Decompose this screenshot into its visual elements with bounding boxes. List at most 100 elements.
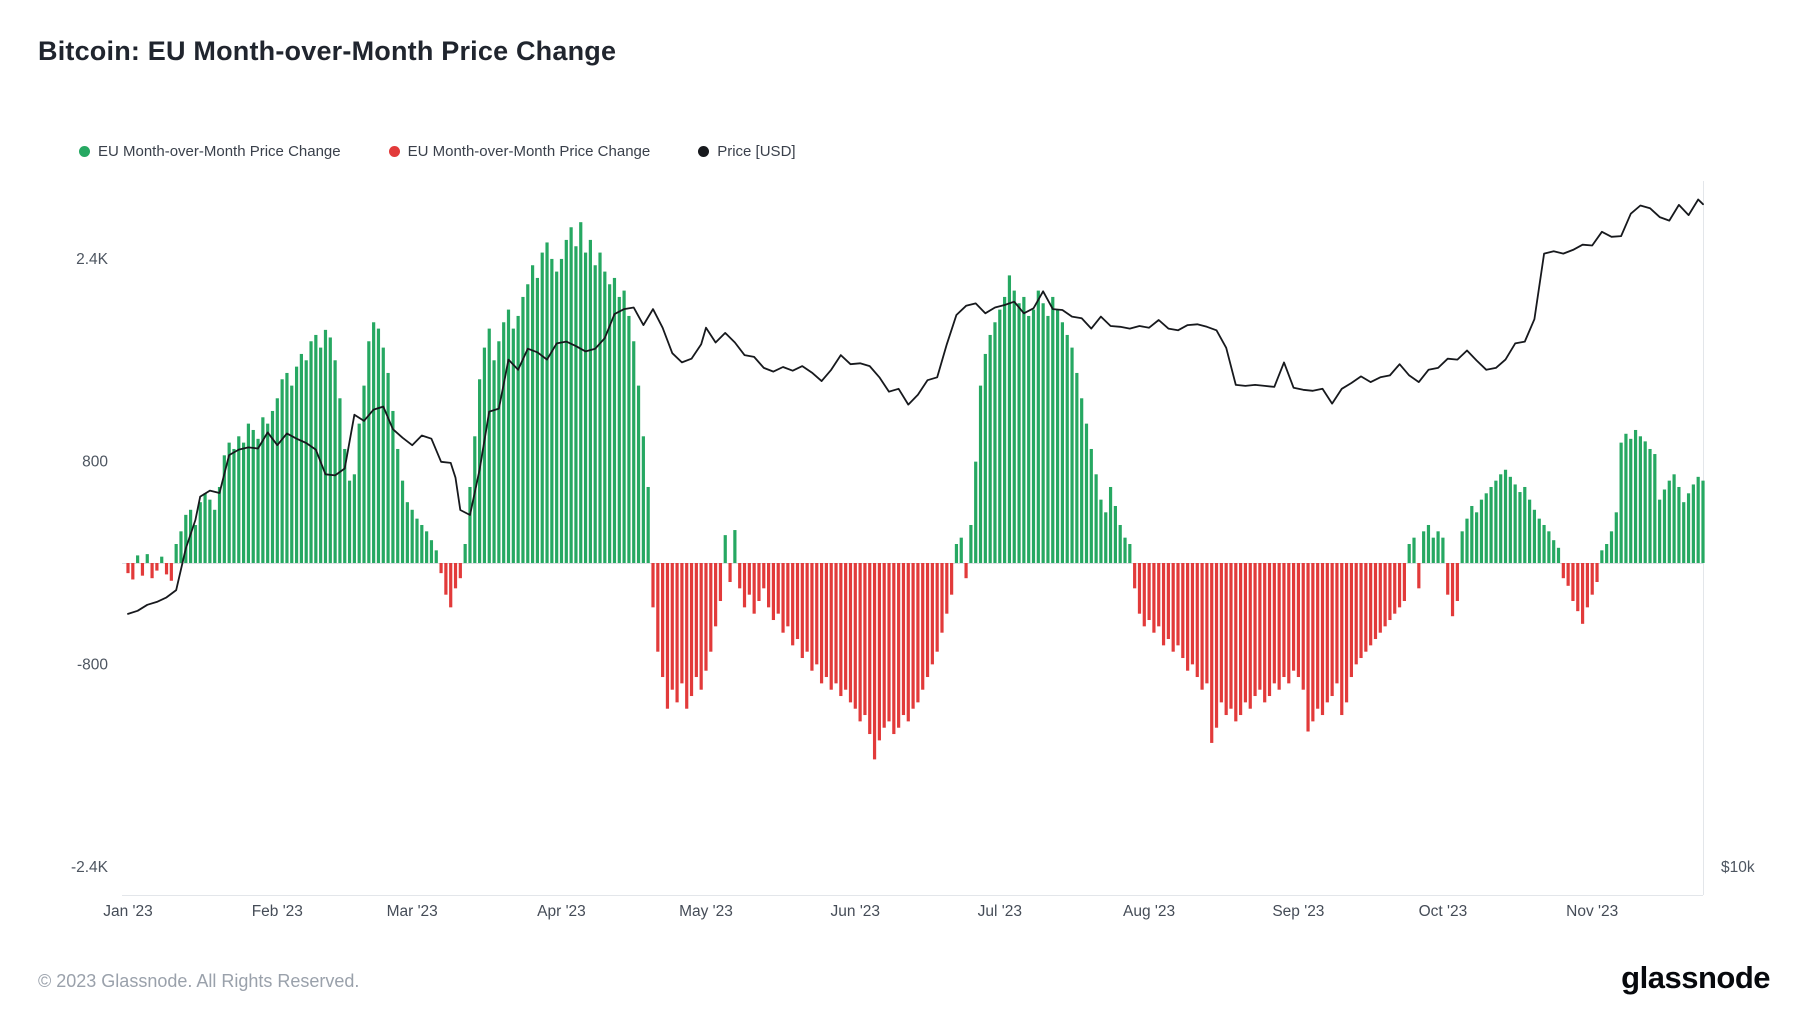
mom-bar bbox=[526, 284, 530, 563]
copyright-text: © 2023 Glassnode. All Rights Reserved. bbox=[38, 971, 360, 991]
mom-bar bbox=[1239, 563, 1243, 716]
mom-bar bbox=[179, 531, 183, 564]
mom-bar bbox=[1465, 518, 1469, 563]
mom-bar bbox=[506, 309, 511, 563]
mom-bar bbox=[583, 252, 588, 563]
mom-bar bbox=[1311, 563, 1315, 722]
mom-bar bbox=[1166, 563, 1170, 640]
mom-bar bbox=[1142, 563, 1146, 627]
mom-bar bbox=[1108, 486, 1113, 563]
mom-bar bbox=[1176, 563, 1180, 646]
mom-bar bbox=[564, 239, 568, 563]
mom-bar bbox=[1701, 480, 1705, 563]
mom-bar bbox=[1672, 474, 1676, 563]
mom-bar bbox=[824, 563, 828, 678]
mom-bar bbox=[1104, 512, 1108, 563]
mom-bar bbox=[1084, 423, 1089, 563]
mom-bar bbox=[829, 563, 833, 690]
mom-bar bbox=[868, 563, 872, 735]
mom-bar bbox=[1590, 563, 1594, 595]
mom-bar bbox=[1378, 563, 1382, 633]
mom-bar bbox=[1576, 563, 1580, 612]
mom-bar bbox=[497, 341, 501, 563]
mom-bar bbox=[1682, 502, 1686, 563]
mom-bar bbox=[815, 563, 819, 665]
mom-bar bbox=[1633, 429, 1638, 563]
mom-bar bbox=[1214, 563, 1219, 728]
mom-bar bbox=[1571, 563, 1575, 602]
mom-bar bbox=[275, 398, 279, 563]
mom-bar bbox=[1364, 563, 1368, 652]
mom-bar bbox=[574, 246, 578, 563]
mom-bar bbox=[1263, 563, 1267, 703]
mom-bar bbox=[805, 563, 809, 652]
mom-bar bbox=[1566, 563, 1570, 586]
mom-bar bbox=[940, 563, 944, 633]
mom-bar bbox=[993, 322, 997, 563]
mom-bar bbox=[347, 480, 352, 563]
mom-bar bbox=[1186, 563, 1190, 671]
mom-bar bbox=[1518, 492, 1522, 563]
mom-bar bbox=[1605, 544, 1609, 564]
chart-title: Bitcoin: EU Month-over-Month Price Chang… bbox=[38, 36, 617, 66]
mom-bar bbox=[1070, 347, 1074, 563]
mom-bar bbox=[463, 544, 467, 564]
mom-bar bbox=[285, 372, 289, 563]
mom-bar bbox=[1402, 563, 1406, 602]
legend-item-price-usd[interactable]: Price [USD] bbox=[698, 143, 796, 160]
legend-item-mom-negative[interactable]: EU Month-over-Month Price Change bbox=[388, 143, 650, 160]
mom-bar bbox=[1200, 563, 1204, 690]
mom-bar bbox=[1422, 531, 1426, 564]
mom-bar bbox=[781, 563, 785, 633]
mom-bar bbox=[1484, 493, 1488, 563]
mom-bar bbox=[1258, 563, 1262, 690]
mom-bar bbox=[1089, 448, 1093, 563]
mom-bar bbox=[892, 563, 896, 735]
mom-bar bbox=[1133, 563, 1137, 589]
mom-bar bbox=[1055, 309, 1060, 563]
mom-bar bbox=[680, 563, 684, 684]
mom-bar bbox=[974, 461, 978, 563]
mom-bar bbox=[198, 502, 202, 563]
mom-bar bbox=[1450, 563, 1455, 617]
legend-dot-red-icon bbox=[388, 146, 400, 157]
mom-bar bbox=[906, 563, 910, 722]
mom-bar bbox=[1537, 518, 1541, 563]
mom-bar bbox=[502, 322, 506, 563]
mom-bar bbox=[242, 442, 246, 563]
mom-bar bbox=[1499, 474, 1503, 563]
mom-bar bbox=[685, 563, 689, 709]
mom-bar bbox=[1648, 448, 1652, 563]
mom-bar bbox=[559, 258, 564, 563]
mom-bar bbox=[916, 563, 920, 703]
legend-item-mom-positive[interactable]: EU Month-over-Month Price Change bbox=[79, 143, 341, 160]
legend-label-mom-positive: EU Month-over-Month Price Change bbox=[98, 143, 341, 160]
mom-bar bbox=[1272, 563, 1276, 684]
mom-bar bbox=[925, 563, 930, 678]
mom-bar bbox=[978, 385, 983, 563]
mom-bar bbox=[1393, 563, 1397, 614]
mom-bar bbox=[550, 258, 554, 563]
mom-bar bbox=[983, 353, 987, 563]
mom-bar bbox=[1614, 512, 1618, 563]
mom-bar bbox=[1455, 563, 1459, 602]
mom-bar bbox=[1344, 563, 1349, 703]
mom-bar bbox=[323, 329, 328, 563]
mom-bar bbox=[1388, 563, 1392, 621]
mom-bar bbox=[786, 563, 790, 627]
mom-bar bbox=[699, 563, 703, 690]
mom-bar bbox=[545, 242, 549, 563]
mom-bar bbox=[714, 563, 718, 627]
mom-bar bbox=[834, 563, 838, 684]
mom-bar bbox=[319, 347, 323, 563]
mom-bar bbox=[386, 372, 390, 563]
glassnode-logo: glassnode bbox=[1621, 960, 1770, 995]
mom-bar bbox=[603, 271, 607, 563]
mom-bar bbox=[617, 296, 621, 563]
mom-bar bbox=[1224, 563, 1228, 716]
mom-bar bbox=[328, 337, 332, 563]
mom-bar bbox=[1118, 524, 1122, 563]
mom-bar bbox=[1508, 476, 1512, 563]
mom-bar bbox=[1060, 322, 1064, 563]
